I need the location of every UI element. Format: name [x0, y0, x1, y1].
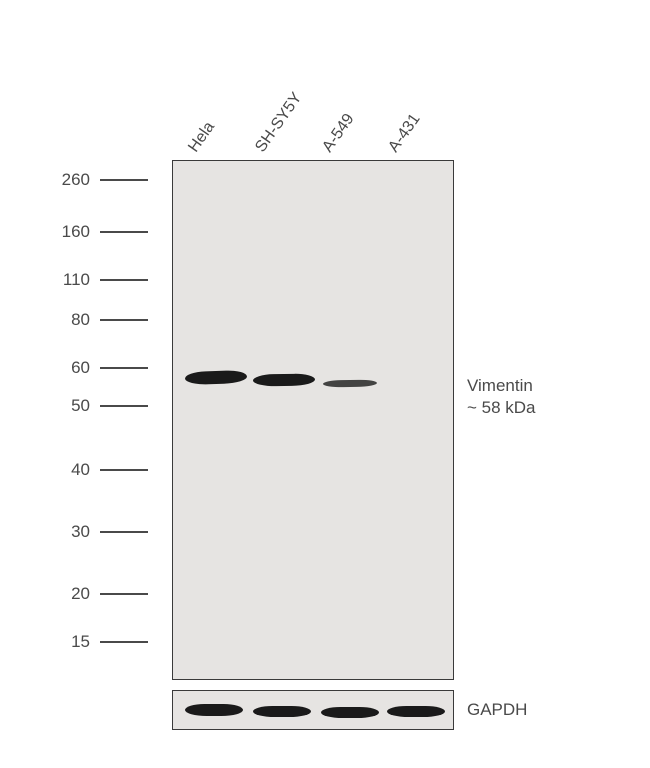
mw-marker-label: 15	[52, 632, 100, 652]
gapdh-membrane	[172, 690, 454, 730]
annotation-line: Vimentin	[467, 375, 536, 397]
mw-marker-label: 50	[52, 396, 100, 416]
gapdh-annotation: GAPDH	[467, 700, 527, 720]
gapdh-band	[185, 704, 243, 716]
vimentin-band	[185, 370, 247, 385]
mw-marker-tick	[100, 593, 148, 595]
main-membrane	[172, 160, 454, 680]
mw-marker-label: 110	[52, 270, 100, 290]
vimentin-band	[253, 373, 315, 386]
mw-marker-label: 40	[52, 460, 100, 480]
gapdh-band	[253, 706, 311, 717]
mw-marker-label: 30	[52, 522, 100, 542]
mw-marker-label: 20	[52, 584, 100, 604]
lane-label: Hela	[185, 119, 219, 156]
gapdh-band	[321, 707, 379, 718]
figure-container: Hela SH-SY5Y A-549 A-431 260 160 110 80 …	[52, 30, 612, 740]
mw-marker-label: 80	[52, 310, 100, 330]
gapdh-band	[387, 706, 445, 717]
lane-labels-group: Hela SH-SY5Y A-549 A-431	[172, 30, 472, 160]
lane-label: A-549	[319, 111, 358, 156]
mw-marker-tick	[100, 179, 148, 181]
mw-marker-tick	[100, 469, 148, 471]
mw-marker-label: 160	[52, 222, 100, 242]
mw-marker-tick	[100, 405, 148, 407]
mw-marker-tick	[100, 531, 148, 533]
mw-marker-tick	[100, 279, 148, 281]
vimentin-annotation: Vimentin ~ 58 kDa	[467, 375, 536, 419]
mw-marker-label: 260	[52, 170, 100, 190]
mw-marker-tick	[100, 367, 148, 369]
mw-marker-tick	[100, 231, 148, 233]
lane-label: A-431	[385, 111, 424, 156]
annotation-line: ~ 58 kDa	[467, 397, 536, 419]
mw-marker-label: 60	[52, 358, 100, 378]
mw-marker-tick	[100, 319, 148, 321]
vimentin-band	[323, 380, 377, 388]
lane-label: SH-SY5Y	[252, 90, 306, 156]
mw-marker-tick	[100, 641, 148, 643]
